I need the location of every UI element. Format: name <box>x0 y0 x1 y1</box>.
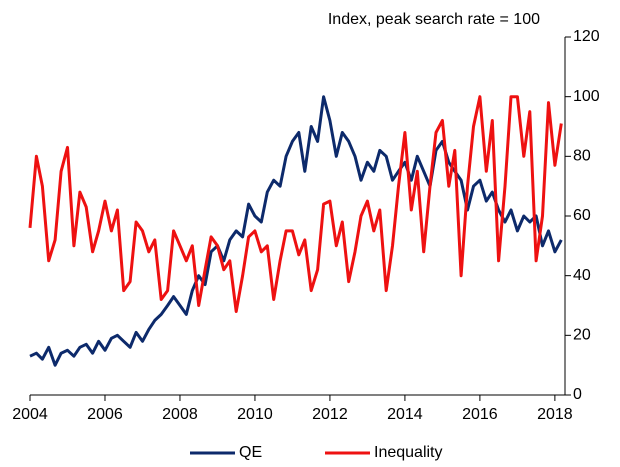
x-tick-label: 2012 <box>312 406 348 423</box>
x-tick-label: 2004 <box>12 406 48 423</box>
legend-label: Inequality <box>374 444 443 461</box>
y-tick-label: 0 <box>573 386 582 403</box>
chart-title: Index, peak search rate = 100 <box>328 11 540 28</box>
x-tick-label: 2008 <box>162 406 198 423</box>
x-tick-label: 2016 <box>462 406 498 423</box>
series-line <box>29 95 563 367</box>
y-tick-label: 40 <box>573 267 591 284</box>
x-tick-label: 2018 <box>537 406 573 423</box>
x-tick-label: 2006 <box>87 406 123 423</box>
y-tick-label: 60 <box>573 207 591 224</box>
x-tick-label: 2010 <box>237 406 273 423</box>
x-tick-label: 2014 <box>387 406 423 423</box>
legend-label: QE <box>239 444 262 461</box>
y-tick-label: 100 <box>573 88 600 105</box>
y-tick-label: 80 <box>573 148 591 165</box>
y-tick-label: 120 <box>573 28 600 45</box>
series-line <box>28 95 563 313</box>
y-tick-label: 20 <box>573 327 591 344</box>
